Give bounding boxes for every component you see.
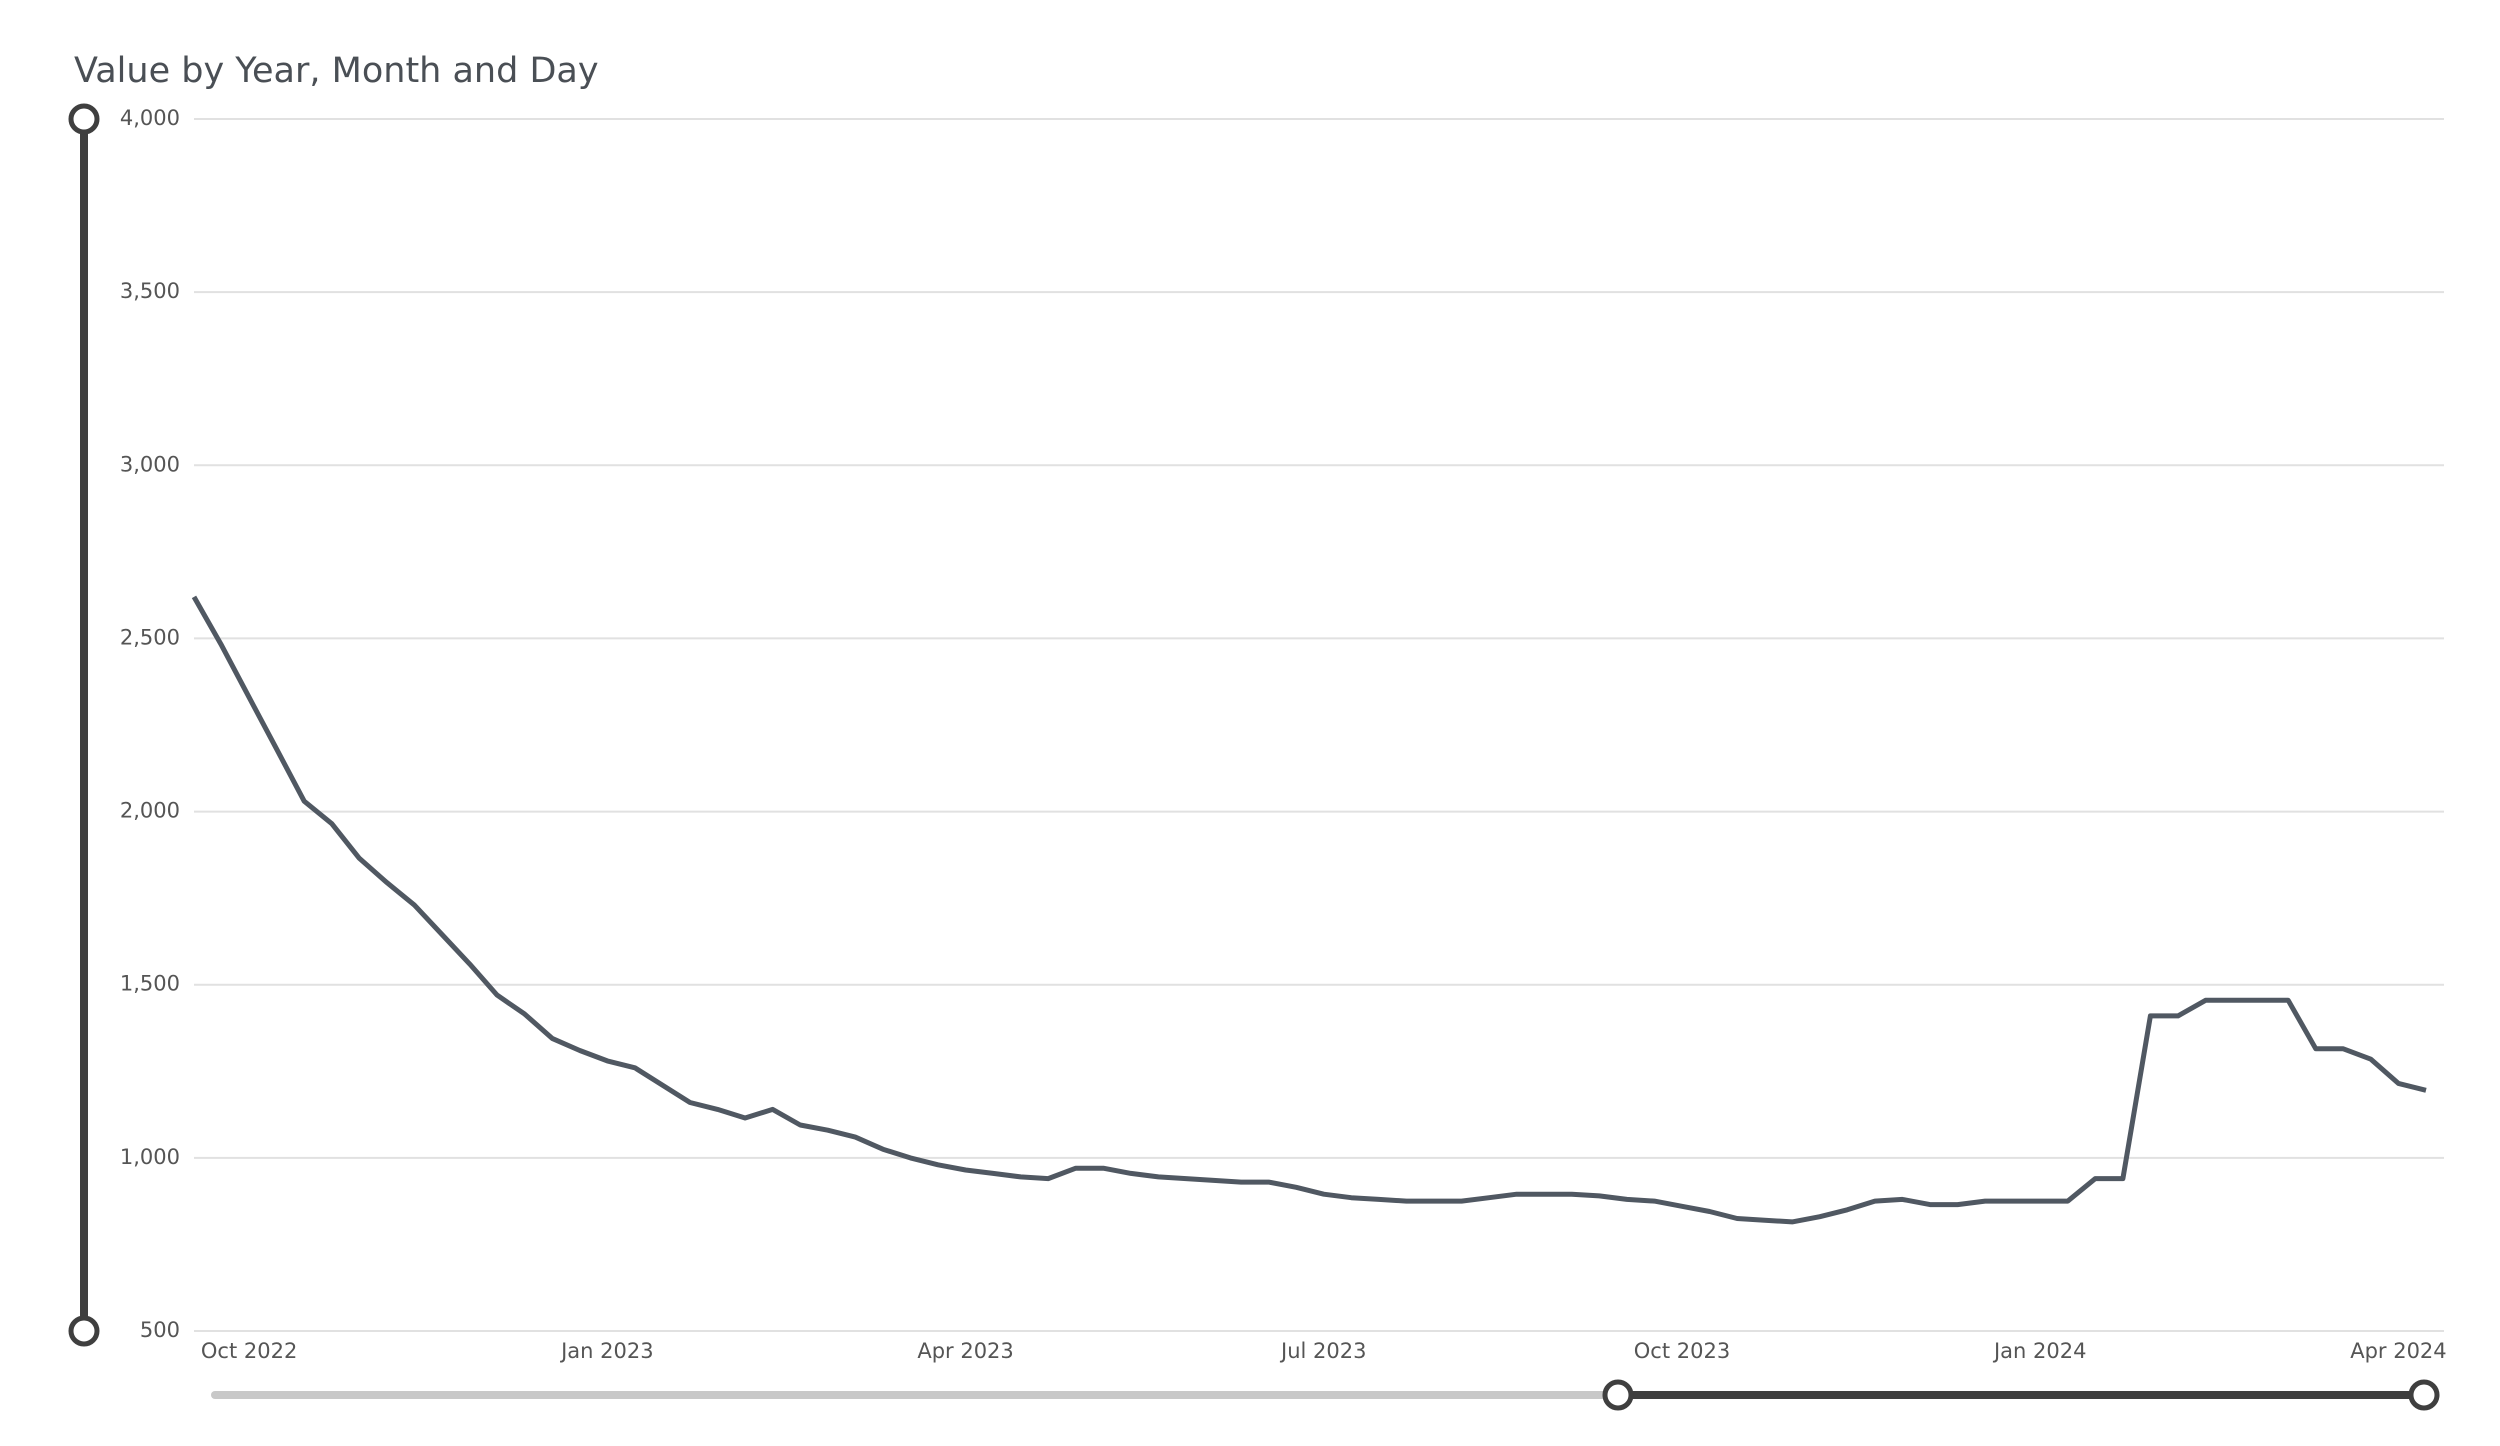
- slider-handle[interactable]: [1602, 1379, 1634, 1411]
- y-range-slider[interactable]: [68, 103, 100, 1347]
- y-tick-label: 2,500: [120, 625, 180, 649]
- y-tick-label: 2,000: [120, 799, 180, 823]
- x-tick-label: Apr 2024: [2350, 1339, 2446, 1363]
- x-tick-label: Jul 2023: [1279, 1339, 1366, 1363]
- x-tick-label: Jan 2024: [1992, 1339, 2087, 1363]
- x-tick-label: Apr 2023: [917, 1339, 1013, 1363]
- x-tick-label: Jan 2023: [559, 1339, 654, 1363]
- x-range-slider[interactable]: [211, 1379, 2440, 1411]
- x-tick-label: Oct 2023: [1634, 1339, 1730, 1363]
- y-tick-label: 3,500: [120, 279, 180, 303]
- slider-handle[interactable]: [68, 1315, 100, 1347]
- y-tick-label: 4,000: [120, 106, 180, 130]
- x-tick-label: Oct 2022: [201, 1339, 297, 1363]
- y-tick-label: 500: [140, 1318, 180, 1342]
- y-tick-label: 1,000: [120, 1145, 180, 1169]
- y-tick-label: 1,500: [120, 972, 180, 996]
- y-tick-label: 3,000: [120, 452, 180, 476]
- slider-handle[interactable]: [2408, 1379, 2440, 1411]
- chart-title: Value by Year, Month and Day: [74, 51, 599, 91]
- slider-handle[interactable]: [68, 103, 100, 135]
- data-line: [191, 595, 2427, 1225]
